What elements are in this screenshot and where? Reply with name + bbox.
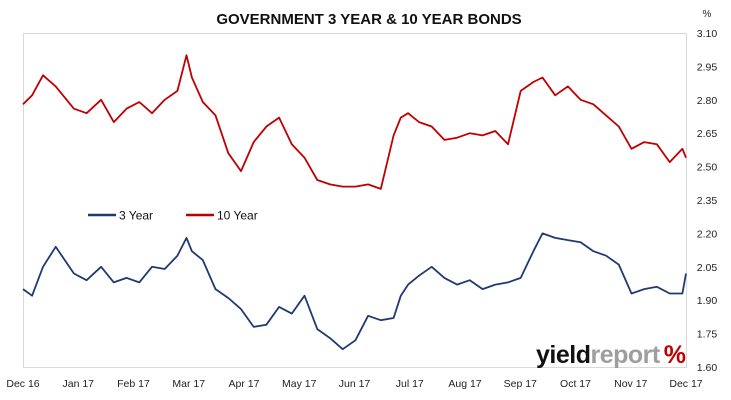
x-tick-label: Dec 17 — [669, 378, 702, 390]
x-tick-label: May 17 — [282, 378, 317, 390]
x-tick-label: Jun 17 — [339, 378, 371, 390]
y-tick-label: 3.10 — [697, 28, 718, 40]
x-tick-label: Nov 17 — [614, 378, 647, 390]
y-tick-label: 2.05 — [697, 262, 718, 274]
y-tick-label: 2.20 — [697, 228, 718, 240]
legend-label-10-year: 10 Year — [217, 209, 258, 223]
x-tick-label: Sep 17 — [504, 378, 537, 390]
logo-percent-symbol: % — [664, 341, 686, 369]
svg-text:yieldreport%: yieldreport% — [536, 341, 686, 369]
series-line-10-year — [22, 54, 687, 190]
y-tick-label: 1.90 — [697, 295, 718, 307]
x-tick-label: Feb 17 — [117, 378, 150, 390]
x-tick-label: Oct 17 — [560, 378, 591, 390]
yieldreport-logo: yieldreport% — [536, 341, 686, 369]
y-tick-label: 2.35 — [697, 195, 718, 207]
x-tick-label: Jul 17 — [396, 378, 424, 390]
logo-word-yield: yield — [536, 341, 590, 369]
y-tick-label: 2.95 — [697, 61, 718, 73]
plot-area-frame — [23, 33, 687, 368]
x-axis: Dec 16 Jan 17 Feb 17 Mar 17 Apr 17 May 17 Jun … — [6, 378, 702, 390]
y-tick-label: 2.65 — [697, 128, 718, 140]
chart-title: GOVERNMENT 3 YEAR & 10 YEAR BONDS — [216, 11, 521, 28]
logo-word-report: report — [590, 341, 660, 369]
legend: 3 Year 10 Year — [88, 209, 258, 223]
x-tick-label: Jan 17 — [62, 378, 94, 390]
x-tick-label: Aug 17 — [448, 378, 481, 390]
y-tick-label: 2.80 — [697, 95, 718, 107]
x-tick-label: Mar 17 — [172, 378, 205, 390]
y-tick-label: 1.60 — [697, 362, 718, 374]
x-tick-label: Apr 17 — [229, 378, 260, 390]
y-axis: 1.60 1.75 1.90 2.05 2.20 2.35 2.50 2.65 2.80 2.95… — [697, 28, 718, 374]
legend-label-3-year: 3 Year — [119, 209, 153, 223]
y-tick-label: 2.50 — [697, 162, 718, 174]
y-tick-label: 1.75 — [697, 329, 718, 341]
series-lines — [22, 54, 687, 351]
y-axis-unit: % — [703, 9, 712, 20]
x-tick-label: Dec 16 — [6, 378, 39, 390]
series-line-3-year — [22, 232, 687, 351]
